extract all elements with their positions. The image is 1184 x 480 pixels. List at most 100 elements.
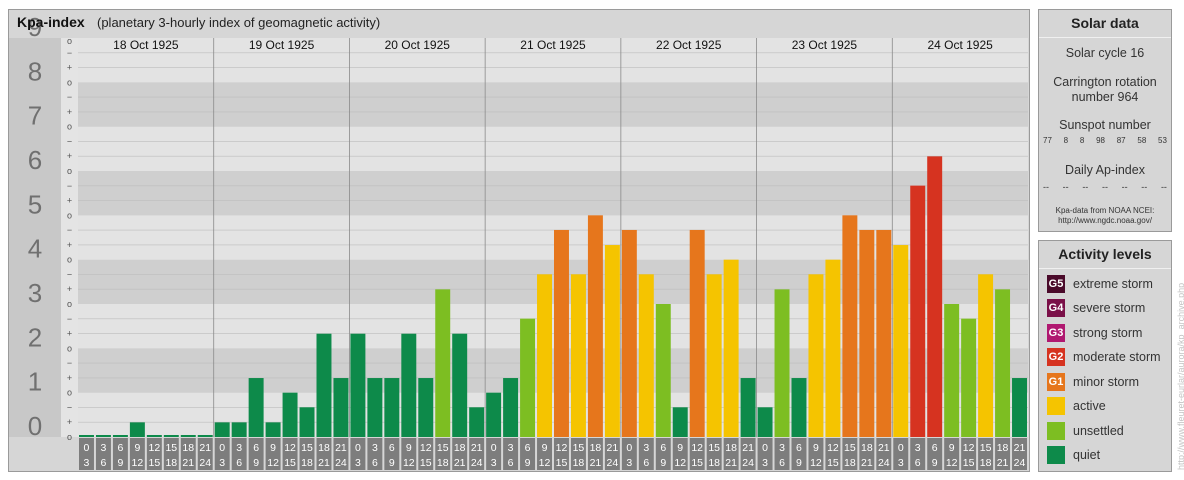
interval-box: [333, 438, 349, 470]
sub-tick-label: o: [67, 77, 72, 87]
kp-bar: [706, 274, 722, 437]
legend-item-quiet: quiet: [1047, 445, 1100, 465]
legend-item-moderate-storm: G2 moderate storm: [1047, 347, 1161, 367]
sub-tick-label: o: [67, 36, 72, 46]
interval-end-label: 15: [827, 457, 839, 469]
kp-bar: [231, 422, 247, 437]
sunspot-value: 53: [1158, 136, 1167, 145]
sub-tick-label: −: [67, 314, 72, 324]
interval-box: [961, 438, 977, 470]
interval-end-label: 24: [742, 457, 754, 469]
interval-start-label: 3: [101, 442, 107, 454]
interval-end-label: 24: [471, 457, 483, 469]
interval-start-label: 15: [573, 442, 585, 454]
interval-box: [469, 438, 485, 470]
interval-end-label: 24: [607, 457, 619, 469]
interval-box: [520, 438, 536, 470]
interval-end-label: 18: [980, 457, 992, 469]
interval-end-label: 15: [691, 457, 703, 469]
kp-bar: [910, 185, 926, 437]
kp-bar: [418, 378, 434, 437]
kp-bar: [537, 274, 552, 437]
data-source-link[interactable]: http://www.ngdc.noaa.gov/: [1058, 216, 1152, 225]
date-label: 18 Oct 1925: [113, 38, 179, 52]
interval-start-label: 21: [878, 442, 890, 454]
interval-start-label: 3: [236, 442, 242, 454]
interval-end-label: 12: [810, 457, 822, 469]
kp-bar: [146, 435, 162, 437]
interval-end-label: 12: [674, 457, 686, 469]
sub-tick-label: o: [67, 343, 72, 353]
interval-start-label: 21: [607, 442, 619, 454]
interval-box: [978, 438, 994, 470]
interval-box: [825, 438, 841, 470]
y-tick-label: 6: [28, 145, 42, 175]
y-tick-label: 2: [28, 322, 42, 352]
interval-end-label: 21: [454, 457, 466, 469]
sub-tick-label: +: [67, 151, 72, 161]
sunspot-value: 77: [1043, 136, 1052, 145]
date-label: 19 Oct 1925: [249, 38, 315, 52]
interval-start-label: 9: [677, 442, 683, 454]
sub-tick-label: +: [67, 417, 72, 427]
kp-bar: [435, 289, 451, 437]
sub-tick-label: −: [67, 136, 72, 146]
band: [78, 171, 1028, 216]
kp-bar: [689, 229, 705, 437]
interval-start-label: 6: [660, 442, 666, 454]
chart-subtitle: (planetary 3-hourly index of geomagnetic…: [97, 15, 381, 30]
interval-box: [604, 438, 620, 470]
interval-start-label: 6: [253, 442, 259, 454]
interval-start-label: 18: [454, 442, 466, 454]
interval-box: [248, 438, 264, 470]
kp-bar: [978, 274, 994, 437]
solar-data-header: Solar data: [1039, 10, 1171, 38]
interval-start-label: 15: [844, 442, 856, 454]
sub-tick-label: +: [67, 284, 72, 294]
kp-bar: [876, 229, 892, 437]
legend-label: severe storm: [1073, 301, 1146, 315]
interval-end-label: 18: [165, 457, 177, 469]
interval-box: [842, 438, 858, 470]
data-source-label: Kpa-data from NOAA NCEI:: [1055, 206, 1155, 215]
interval-start-label: 6: [117, 442, 123, 454]
interval-end-label: 6: [101, 457, 107, 469]
date-label: 22 Oct 1925: [656, 38, 722, 52]
y-tick-label: 4: [28, 234, 42, 264]
interval-box: [452, 438, 468, 470]
g1-swatch: G1: [1047, 373, 1065, 391]
activity-levels-panel: Activity levels G5 extreme storm G4 seve…: [1038, 240, 1172, 472]
band: [78, 38, 1028, 83]
ap-value: --: [1062, 182, 1069, 192]
interval-start-label: 0: [355, 442, 361, 454]
legend-item-unsettled: unsettled: [1047, 421, 1124, 441]
interval-box: [554, 438, 569, 470]
interval-end-label: 6: [236, 457, 242, 469]
interval-end-label: 12: [403, 457, 415, 469]
interval-end-label: 15: [420, 457, 432, 469]
interval-start-label: 0: [84, 442, 90, 454]
interval-box: [350, 438, 366, 470]
interval-end-label: 6: [508, 457, 514, 469]
interval-box: [112, 438, 128, 470]
kp-bar: [604, 245, 620, 437]
interval-box: [740, 438, 756, 470]
sub-tick-label: −: [67, 225, 72, 235]
sub-tick-label: −: [67, 92, 72, 102]
y-tick-label: 3: [28, 278, 42, 308]
interval-start-label: 3: [915, 442, 921, 454]
interval-end-label: 3: [898, 457, 904, 469]
carrington-rotation-label: Carrington rotation: [1053, 75, 1157, 89]
kp-bar: [248, 378, 264, 437]
interval-end-label: 12: [132, 457, 144, 469]
legend-label: moderate storm: [1073, 350, 1161, 364]
sub-tick-label: +: [67, 373, 72, 383]
interval-end-label: 3: [355, 457, 361, 469]
interval-end-label: 24: [1014, 457, 1026, 469]
interval-end-label: 6: [643, 457, 649, 469]
interval-end-label: 18: [573, 457, 585, 469]
interval-start-label: 0: [762, 442, 768, 454]
sub-tick-label: o: [67, 299, 72, 309]
interval-box: [927, 438, 943, 470]
kp-bar: [757, 407, 773, 437]
